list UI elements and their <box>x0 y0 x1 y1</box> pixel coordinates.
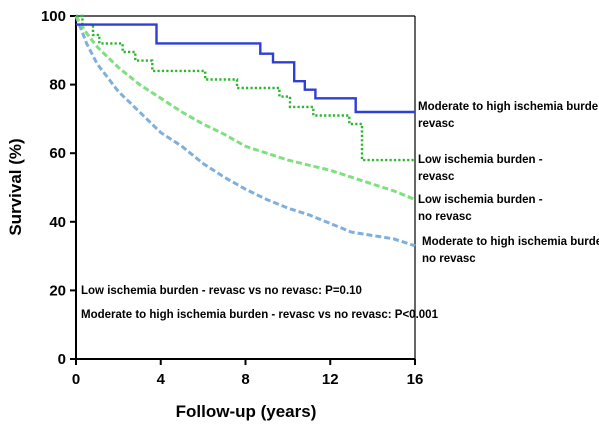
x-tick-label-0: 0 <box>72 371 80 388</box>
x-tick-label-16: 16 <box>407 371 424 388</box>
y-tick-label-20: 20 <box>49 282 66 299</box>
y-tick-label-100: 100 <box>41 8 66 25</box>
y-tick-label-40: 40 <box>49 214 66 231</box>
label-moderate-high-revasc-line-1: Moderate to high ischemia burden - <box>418 101 599 113</box>
y-tick-label-60: 60 <box>49 145 66 162</box>
y-axis-title: Survival (%) <box>6 138 25 235</box>
x-tick-label-12: 12 <box>322 371 339 388</box>
x-axis-title: Follow-up (years) <box>176 402 317 421</box>
annotation-low-ischemia-p-value: Low ischemia burden - revasc vs no revas… <box>81 285 362 297</box>
series-low-revasc-line <box>76 14 415 162</box>
x-tick-label-4: 4 <box>157 371 166 388</box>
series-labels: Moderate to high ischemia burden - revasc… <box>418 101 599 265</box>
series-moderate-high-no-revasc-line <box>74 15 416 248</box>
y-tick-label-0: 0 <box>58 351 66 368</box>
label-moderate-high-no-revasc-line-2: no revasc <box>422 253 476 265</box>
y-tick-label-80: 80 <box>49 77 66 94</box>
axes: 0 20 40 60 80 100 0 4 8 12 16 <box>41 8 423 388</box>
label-low-revasc-line-1: Low ischemia burden - <box>418 154 543 166</box>
series-moderate-high-revasc-line <box>76 23 415 114</box>
series-lines <box>74 14 416 248</box>
label-low-revasc-line-2: revasc <box>418 171 455 183</box>
annotation-moderate-high-ischemia-p-value: Moderate to high ischemia burden - revas… <box>81 309 439 321</box>
label-low-no-revasc-line-2: no revasc <box>418 211 472 223</box>
label-low-no-revasc-line-1: Low ischemia burden - <box>418 194 543 206</box>
label-moderate-high-no-revasc-line-1: Moderate to high ischemia burden - <box>422 236 599 248</box>
x-tick-label-8: 8 <box>241 371 249 388</box>
label-moderate-high-revasc-line-2: revasc <box>418 118 455 130</box>
series-low-no-revasc-line <box>74 15 416 201</box>
